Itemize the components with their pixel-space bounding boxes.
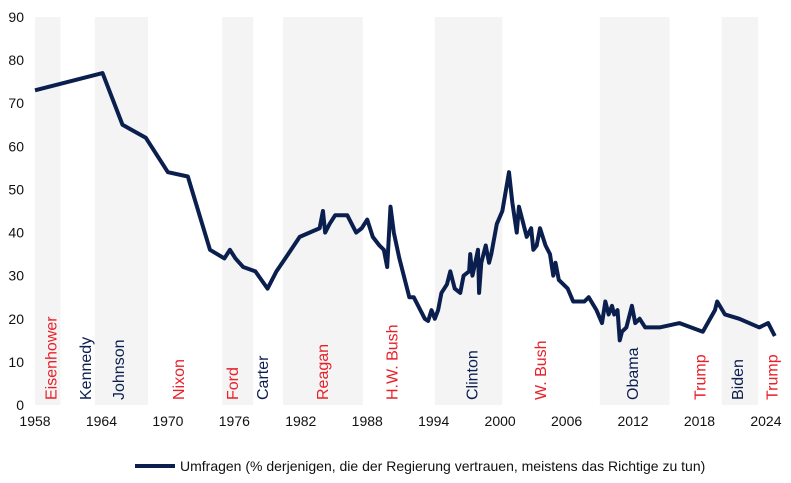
x-tick-label: 1970	[152, 413, 183, 429]
legend-label: Umfragen (% derjenigen, die der Regierun…	[180, 458, 705, 474]
president-label: Trump	[692, 354, 709, 400]
legend: Umfragen (% derjenigen, die der Regierun…	[135, 458, 705, 474]
y-tick-label: 50	[8, 181, 24, 197]
president-label: Biden	[730, 359, 747, 400]
y-tick-label: 40	[8, 225, 24, 241]
term-shading	[434, 17, 503, 405]
president-label: Carter	[255, 355, 272, 400]
x-tick-label: 1988	[352, 413, 383, 429]
y-tick-label: 80	[8, 52, 24, 68]
x-tick-label: 2006	[551, 413, 582, 429]
x-tick-label: 2012	[617, 413, 648, 429]
term-shading	[222, 17, 254, 405]
president-label: W. Bush	[533, 340, 550, 400]
term-shading	[35, 17, 61, 405]
x-tick-label: 1958	[19, 413, 50, 429]
president-label: Ford	[225, 367, 242, 400]
president-label: Eisenhower	[44, 316, 61, 400]
axes-layer: 0 10 20 30 40 50 60 70 80 90 1958 1964 1970 1976 1982 1…	[8, 9, 781, 429]
president-label: H.W. Bush	[385, 324, 402, 400]
x-tick-label: 1994	[418, 413, 449, 429]
shading-layer	[35, 17, 759, 405]
term-shading	[721, 17, 759, 405]
president-label: Obama	[625, 347, 642, 400]
y-tick-label: 30	[8, 268, 24, 284]
term-shading	[599, 17, 670, 405]
y-tick-label: 90	[8, 9, 24, 25]
president-label: Kennedy	[78, 337, 95, 400]
label-layer: Eisenhower Kennedy Johnson Nixon Ford Carter R…	[44, 316, 782, 400]
x-tick-label: 2024	[750, 413, 781, 429]
president-label: Nixon	[171, 359, 188, 400]
x-tick-label: 2018	[684, 413, 715, 429]
y-tick-label: 70	[8, 95, 24, 111]
term-shading	[94, 17, 148, 405]
y-tick-label: 10	[8, 354, 24, 370]
x-tick-label: 2000	[485, 413, 516, 429]
x-tick-label: 1982	[285, 413, 316, 429]
president-label: Trump	[764, 354, 781, 400]
x-tick-label: 1964	[86, 413, 117, 429]
president-label: Johnson	[111, 340, 128, 401]
series-line	[34, 71, 777, 343]
y-tick-label: 60	[8, 138, 24, 154]
line-layer	[34, 71, 777, 343]
president-label: Reagan	[315, 344, 332, 400]
y-tick-label: 20	[8, 311, 24, 327]
y-tick-label: 0	[16, 397, 24, 413]
president-label: Clinton	[464, 350, 481, 400]
x-tick-label: 1976	[219, 413, 250, 429]
